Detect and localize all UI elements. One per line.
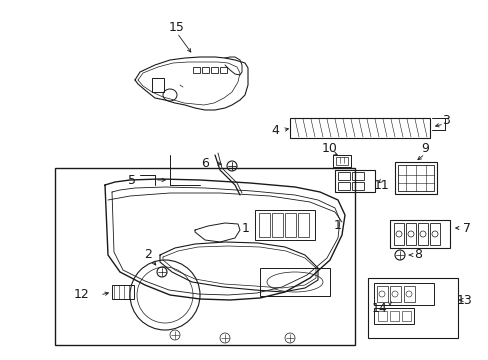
Text: 7: 7: [462, 221, 470, 234]
Text: 2: 2: [144, 248, 152, 261]
Text: 4: 4: [270, 123, 278, 136]
Bar: [193, 67, 200, 73]
Bar: [334, 170, 374, 192]
Bar: [389, 220, 449, 248]
Bar: [152, 78, 163, 92]
Bar: [260, 268, 329, 296]
Text: 12: 12: [74, 288, 90, 302]
Text: 3: 3: [441, 113, 449, 126]
Bar: [285, 213, 295, 237]
Bar: [297, 213, 308, 237]
Bar: [271, 213, 283, 237]
Bar: [429, 223, 439, 245]
Text: 1: 1: [242, 221, 249, 234]
Text: 10: 10: [322, 141, 337, 154]
Bar: [259, 213, 269, 237]
Bar: [403, 286, 414, 302]
Bar: [373, 308, 413, 324]
Bar: [376, 286, 387, 302]
Text: 14: 14: [371, 302, 387, 315]
Bar: [367, 278, 457, 338]
Bar: [55, 168, 354, 345]
Bar: [401, 311, 410, 321]
Text: 6: 6: [201, 157, 208, 170]
Bar: [405, 223, 415, 245]
Bar: [210, 67, 218, 73]
Text: 9: 9: [420, 141, 428, 154]
Text: 1: 1: [333, 219, 341, 231]
Bar: [393, 223, 403, 245]
Text: 5: 5: [128, 174, 136, 186]
Text: 11: 11: [373, 179, 389, 192]
Bar: [254, 210, 314, 240]
Bar: [289, 118, 429, 138]
Bar: [112, 285, 134, 299]
Text: 15: 15: [169, 21, 184, 33]
Bar: [335, 157, 347, 165]
Bar: [220, 67, 226, 73]
Bar: [373, 283, 433, 305]
Bar: [202, 67, 208, 73]
Bar: [377, 311, 386, 321]
Bar: [332, 155, 350, 167]
Bar: [417, 223, 427, 245]
Bar: [397, 165, 433, 191]
Bar: [389, 286, 400, 302]
Bar: [337, 182, 349, 190]
Text: 8: 8: [413, 248, 421, 261]
Bar: [351, 182, 363, 190]
Bar: [351, 172, 363, 180]
Bar: [337, 172, 349, 180]
Bar: [394, 162, 436, 194]
Text: 13: 13: [456, 293, 472, 306]
Bar: [389, 311, 398, 321]
